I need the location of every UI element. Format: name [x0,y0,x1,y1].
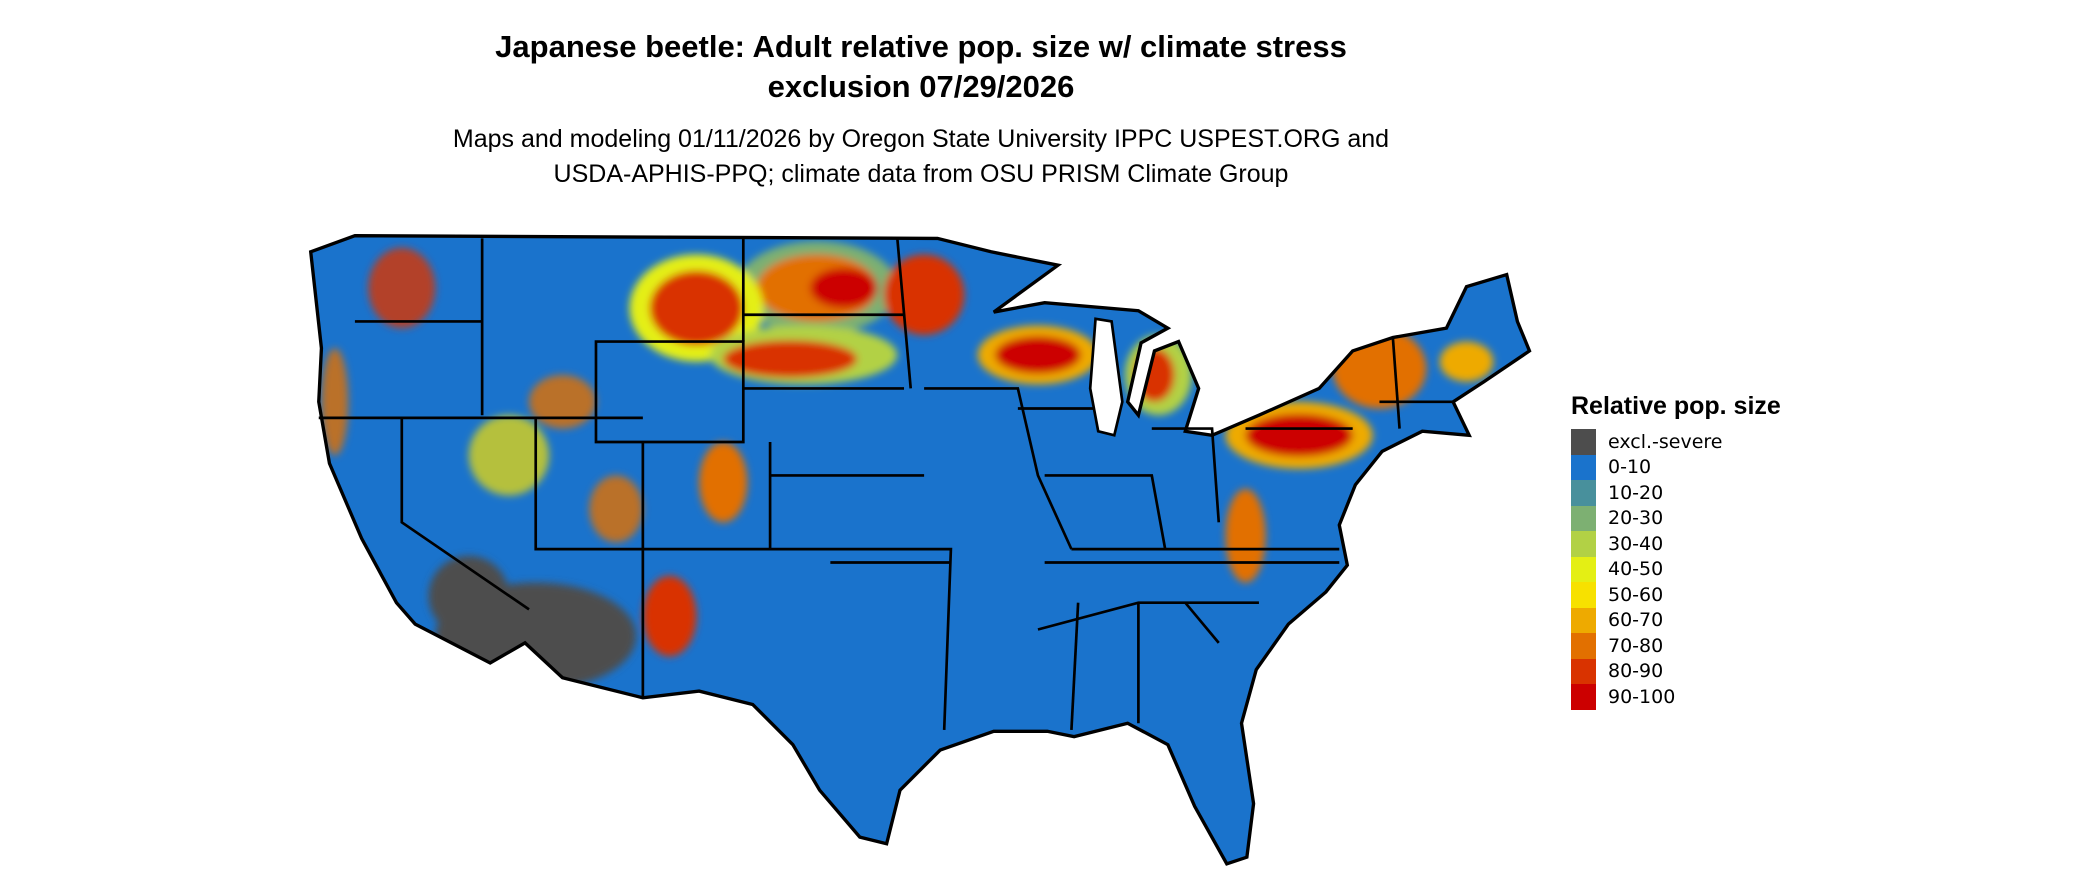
legend-swatch [1571,658,1596,684]
legend-item: 0-10 [1571,454,1781,480]
state-boundary [1391,337,1401,429]
hotspot [723,340,858,378]
us-outline [308,234,1532,866]
legend-label: 30-40 [1608,532,1664,555]
hotspot [1332,328,1427,409]
legend-swatch [1571,480,1596,506]
legend-item: 30-40 [1571,531,1781,557]
legend-label: 0-10 [1608,456,1652,479]
legend-item: 60-70 [1571,607,1781,633]
legend-label: 90-100 [1608,685,1676,708]
legend-title: Relative pop. size [1571,392,1781,420]
hotspot [1225,488,1266,583]
hotspot [321,348,349,456]
map-title-line2: exclusion 07/29/2026 [767,69,1075,104]
legend-swatch [1571,531,1596,557]
legend-label: 10-20 [1608,481,1664,504]
legend-swatch [1571,454,1596,480]
legend-item: 10-20 [1571,480,1781,506]
legend-item: 40-50 [1571,556,1781,582]
state-boundary [924,387,1073,550]
hotspot [1439,341,1494,382]
map-subtitle-line2: USDA-APHIS-PPQ; climate data from OSU PR… [553,160,1289,188]
hotspot [1245,413,1353,457]
legend-label: excl.-severe [1608,430,1723,453]
hotspot [699,441,748,523]
legend-swatch [1571,684,1596,710]
legend-label: 50-60 [1608,583,1664,606]
legend-item: excl.-severe [1571,429,1781,455]
legend-label: 80-90 [1608,660,1664,683]
hotspot [368,247,436,329]
legend-label: 20-30 [1608,507,1664,530]
hotspot [529,375,596,429]
lake-michigan [1088,317,1124,437]
population-hotspots [321,241,1494,690]
hotspot [589,475,643,543]
legend-swatch [1571,556,1596,582]
hotspot [642,575,697,657]
hotspot [995,336,1081,374]
hotspot [649,270,744,346]
state-boundary [895,238,913,389]
legend-swatch [1571,607,1596,633]
legend-swatch [1571,429,1596,455]
legend-item: 70-80 [1571,633,1781,659]
state-boundary [1044,474,1167,550]
legend-label: 70-80 [1608,634,1664,657]
legend-swatch [1571,505,1596,531]
legend-item: 80-90 [1571,658,1781,684]
legend-swatch [1571,633,1596,659]
legend-label: 60-70 [1608,609,1664,632]
legend-item: 90-100 [1571,684,1781,710]
legend: Relative pop. size excl.-severe 0-10 10-20… [1571,392,1781,710]
map-subtitle-line1: Maps and modeling 01/11/2026 by Oregon S… [452,125,1390,153]
state-boundary [400,417,530,611]
hotspot [468,415,550,496]
legend-swatch [1571,582,1596,608]
hotspot [810,267,878,309]
map-title-line1: Japanese beetle: Adult relative pop. siz… [495,29,1347,64]
legend-item: 50-60 [1571,582,1781,608]
state-boundary [1184,601,1220,644]
legend-item: 20-30 [1571,505,1781,531]
state-boundary [1070,602,1080,730]
state-boundary [594,340,745,444]
state-boundary [770,547,953,730]
state-boundary [1151,427,1221,523]
state-boundaries [318,238,1454,730]
legend-label: 40-50 [1608,558,1664,581]
state-boundary [534,417,643,551]
hotspot [883,254,965,335]
hotspot [428,555,509,637]
